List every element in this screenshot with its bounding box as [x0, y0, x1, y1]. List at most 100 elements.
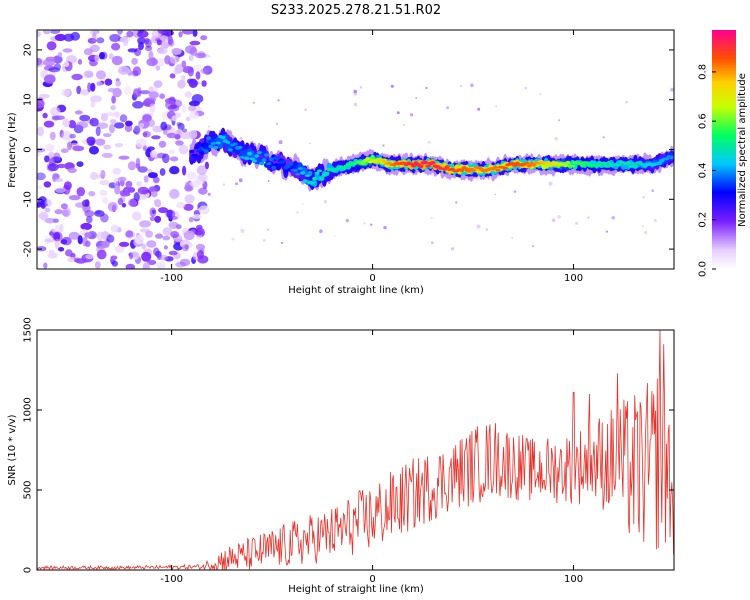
noise-blob	[159, 35, 169, 42]
noise-blob	[54, 187, 66, 194]
ridge-mark	[418, 164, 424, 169]
snr-plot-area	[37, 330, 674, 570]
noise-blob	[188, 216, 194, 223]
noise-blob	[76, 121, 89, 129]
noise-speckle	[494, 193, 496, 196]
noise-speckle	[382, 144, 385, 147]
noise-blob	[183, 203, 194, 211]
noise-speckle	[238, 178, 243, 183]
noise-blob	[187, 66, 194, 77]
noise-blob	[114, 185, 121, 195]
noise-blob	[118, 155, 130, 160]
noise-blob	[74, 110, 83, 115]
noise-blob	[175, 63, 184, 74]
noise-speckle	[359, 86, 363, 89]
noise-blob	[195, 71, 201, 80]
noise-blob	[133, 125, 141, 135]
noise-blob	[148, 119, 156, 128]
noise-blob	[189, 40, 201, 46]
ridge-mark	[302, 179, 308, 183]
ridge-mark	[319, 176, 325, 181]
noise-blob	[44, 199, 52, 207]
noise-speckle	[296, 211, 299, 214]
noise-blob	[192, 30, 198, 37]
noise-speckle	[400, 153, 403, 156]
noise-blob	[42, 112, 48, 119]
noise-blob	[56, 163, 67, 169]
noise-blob	[110, 255, 118, 260]
noise-blob	[126, 30, 134, 38]
noise-blob	[162, 235, 171, 241]
ridge-mark	[251, 159, 257, 163]
noise-blob	[159, 93, 166, 99]
noise-blob	[76, 161, 84, 168]
ridge-mark	[495, 168, 501, 172]
noise-blob	[68, 120, 77, 129]
noise-speckle	[670, 87, 674, 92]
noise-speckle	[644, 230, 648, 235]
noise-blob	[142, 130, 151, 138]
noise-blob	[157, 57, 165, 67]
noise-blob	[114, 143, 124, 148]
ridge-mark	[669, 155, 674, 160]
noise-blob	[166, 132, 177, 139]
noise-blob	[176, 122, 182, 127]
noise-blob	[105, 112, 117, 117]
noise-speckle	[302, 203, 304, 205]
noise-blob	[160, 254, 168, 261]
noise-blob	[47, 163, 59, 172]
noise-blob	[96, 37, 105, 44]
noise-blob	[101, 152, 113, 158]
noise-blob	[156, 261, 166, 269]
noise-blob	[195, 52, 207, 59]
noise-speckle	[353, 102, 358, 107]
noise-speckle	[575, 221, 579, 225]
spectrogram-x-label: Height of straight line (km)	[288, 285, 424, 296]
noise-speckle	[267, 180, 270, 182]
noise-blob	[133, 88, 140, 98]
noise-blob	[79, 114, 91, 122]
noise-speckle	[222, 183, 226, 186]
noise-blob	[163, 245, 168, 250]
ridge-mark	[292, 168, 298, 173]
noise-blob	[169, 166, 180, 175]
noise-blob	[109, 119, 117, 124]
noise-blob	[174, 134, 181, 140]
noise-blob	[184, 91, 192, 98]
snr-series-line	[37, 330, 674, 570]
noise-blob	[198, 173, 208, 182]
noise-blob	[141, 243, 146, 250]
noise-blob	[43, 262, 48, 269]
noise-blob	[169, 188, 180, 199]
noise-speckle	[477, 107, 481, 111]
noise-blob	[89, 117, 99, 127]
noise-speckle	[275, 122, 279, 125]
ridge-mark	[524, 161, 530, 165]
ridge-mark	[297, 167, 303, 170]
noise-speckle	[240, 228, 245, 233]
noise-blob	[117, 197, 124, 206]
noise-speckle	[396, 111, 400, 115]
noise-blob	[54, 209, 63, 215]
noise-blob	[122, 38, 129, 47]
noise-blob	[66, 141, 73, 151]
ridge-mark	[565, 160, 571, 165]
noise-blob	[53, 55, 63, 64]
noise-speckle	[323, 200, 328, 204]
ridge-mark	[215, 141, 221, 145]
noise-blob	[63, 181, 72, 190]
noise-blob	[185, 116, 191, 122]
noise-blob	[89, 145, 99, 155]
noise-blob	[168, 250, 178, 256]
noise-blob	[179, 258, 191, 267]
noise-speckle	[605, 230, 609, 233]
noise-blob	[111, 95, 116, 104]
ridge-mark	[275, 156, 282, 160]
noise-blob	[120, 191, 131, 197]
ridge-mark	[285, 164, 291, 169]
noise-blob	[187, 171, 197, 180]
noise-blob	[189, 47, 198, 56]
ridge-mark	[615, 163, 622, 167]
noise-blob	[133, 192, 140, 202]
noise-blob	[87, 82, 92, 93]
